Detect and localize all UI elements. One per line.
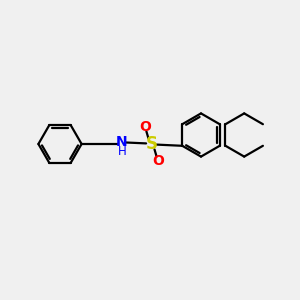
- Text: O: O: [152, 154, 164, 168]
- Text: N: N: [116, 135, 127, 148]
- Text: H: H: [118, 145, 127, 158]
- Text: O: O: [139, 120, 151, 134]
- Text: S: S: [146, 135, 158, 153]
